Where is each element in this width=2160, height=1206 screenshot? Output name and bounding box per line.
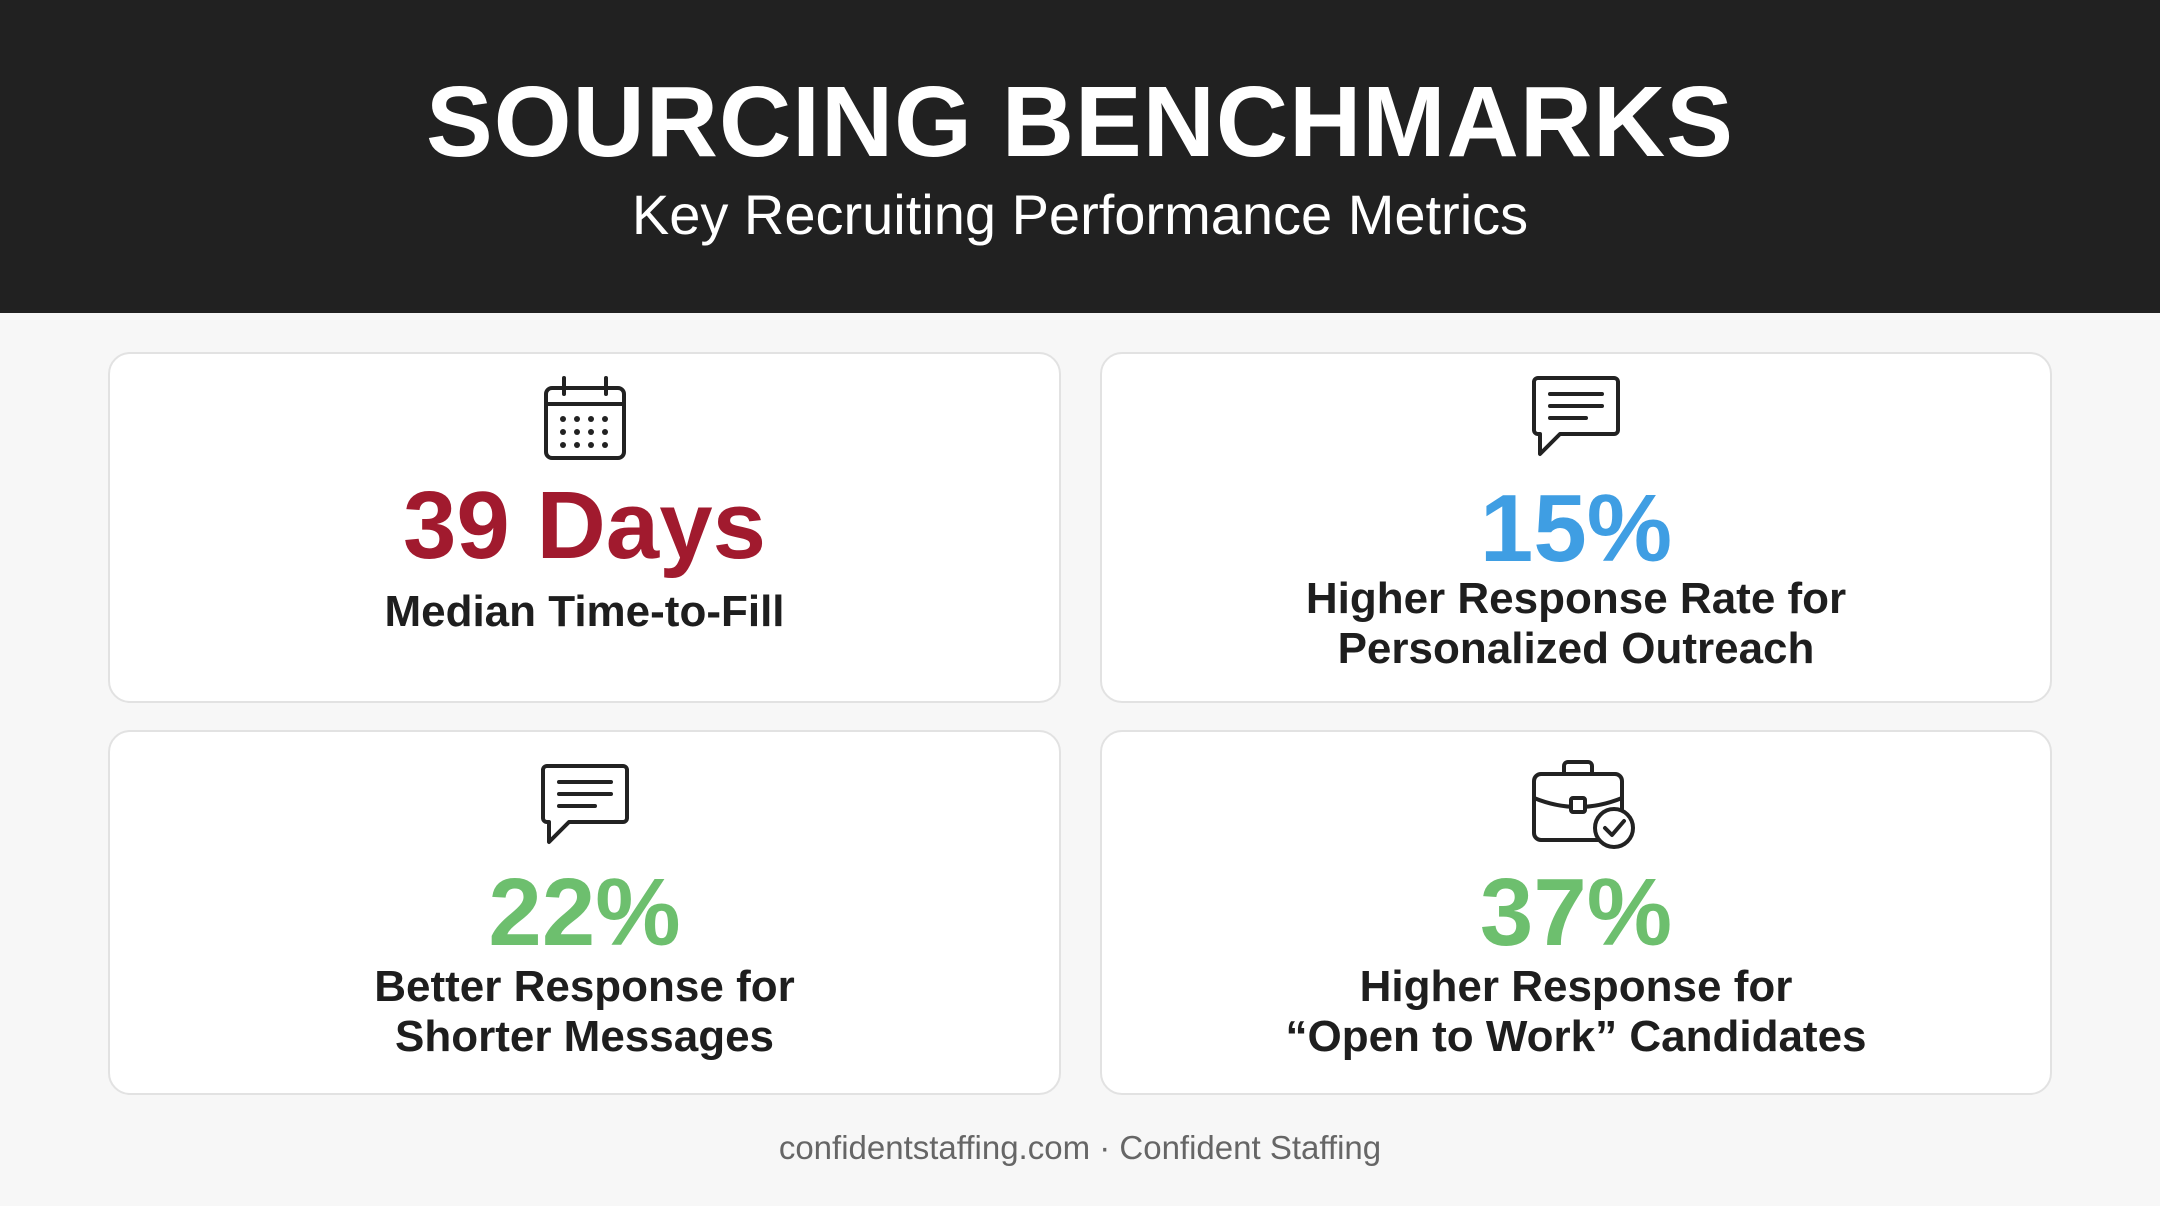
page-subtitle: Key Recruiting Performance Metrics: [631, 183, 1529, 246]
calendar-icon: [543, 376, 626, 460]
caption-line: Higher Response Rate for: [1305, 574, 1847, 623]
briefcase-check-icon: [1532, 760, 1635, 849]
caption-line: Shorter Messages: [394, 1012, 775, 1061]
header-banner: SOURCING BENCHMARKS Key Recruiting Perfo…: [0, 0, 2160, 313]
metric-caption: Higher Response for “Open to Work” Candi…: [1102, 962, 2050, 1062]
caption-line: Median Time-to-Fill: [384, 587, 785, 636]
footer-credit: confidentstaffing.com · Confident Staffi…: [778, 1129, 1382, 1166]
caption-line: “Open to Work” Candidates: [1285, 1012, 1867, 1061]
metric-value: 15%: [1479, 475, 1673, 582]
caption-line: Better Response for: [374, 962, 795, 1011]
page-title: SOURCING BENCHMARKS: [426, 66, 1734, 178]
metric-value: 37%: [1479, 859, 1673, 966]
metric-value: 22%: [488, 859, 681, 966]
caption-line: Personalized Outreach: [1337, 624, 1815, 673]
metric-card-shorter-messages: 22% Better Response for Shorter Messages: [108, 730, 1061, 1095]
metric-card-time-to-fill: 39 Days Median Time-to-Fill: [108, 352, 1061, 703]
caption-line: Higher Response for: [1359, 962, 1793, 1011]
metric-card-open-to-work: 37% Higher Response for “Open to Work” C…: [1100, 730, 2052, 1095]
metric-caption: Better Response for Shorter Messages: [110, 962, 1059, 1062]
metric-caption: Higher Response Rate for Personalized Ou…: [1102, 574, 2050, 674]
chat-bubble-icon: [1532, 376, 1620, 456]
metric-value: 39 Days: [403, 472, 766, 579]
metric-card-personalized-outreach: 15% Higher Response Rate for Personalize…: [1100, 352, 2052, 703]
chat-bubble-icon: [540, 764, 629, 844]
metric-caption: Median Time-to-Fill: [110, 587, 1059, 637]
